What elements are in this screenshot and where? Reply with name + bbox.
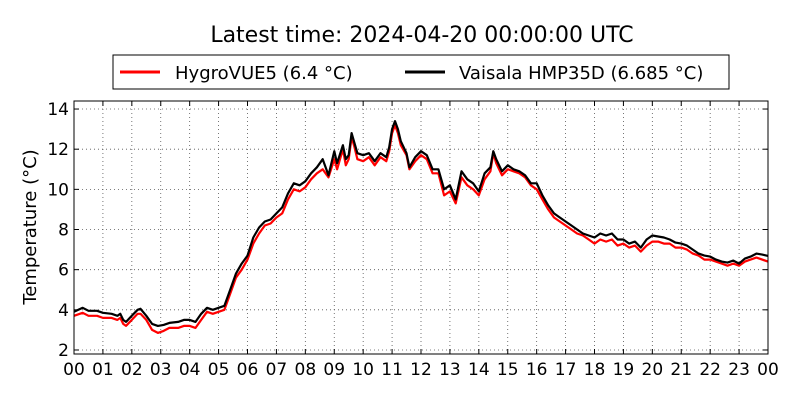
x-tick-label: 18 [584,360,606,380]
x-tick-label: 03 [150,360,172,380]
y-tick-label: 12 [47,140,69,160]
x-tick-label: 07 [266,360,288,380]
x-tick-label: 15 [497,360,519,380]
x-tick-label: 16 [526,360,548,380]
x-tick-label: 10 [352,360,374,380]
x-tick-label: 14 [468,360,490,380]
x-tick-label: 23 [728,360,750,380]
series-layer [73,120,769,334]
grid-lines [73,101,769,354]
y-tick-label: 10 [47,180,69,200]
x-tick-label: 12 [410,360,432,380]
series-line-vaisala-hmp35d [73,120,769,327]
x-tick-label: 05 [208,360,230,380]
y-tick-label: 14 [47,100,69,120]
x-tick-label: 13 [439,360,461,380]
y-axis-label: Temperature (°C) [20,149,41,305]
x-tick-label: 08 [295,360,317,380]
x-tick-label: 00 [757,360,779,380]
x-tick-label: 20 [642,360,664,380]
x-tick-label: 22 [699,360,721,380]
x-tick-label: 11 [381,360,403,380]
y-tick-label: 8 [58,221,69,241]
y-tick-label: 2 [58,341,69,361]
x-tick-label: 17 [555,360,577,380]
plot-frame [73,100,769,355]
legend-label-hygrovue: HygroVUE5 (6.4 °C) [175,63,353,84]
x-tick-label: 09 [323,360,345,380]
legend: HygroVUE5 (6.4 °C) Vaisala HMP35D (6.685… [112,54,730,90]
x-tick-label: 19 [613,360,635,380]
y-tick-label: 6 [58,261,69,281]
y-tick-label: 4 [58,301,69,321]
chart-title: Latest time: 2024-04-20 00:00:00 UTC [210,23,633,48]
x-tick-label: 21 [670,360,692,380]
x-tick-label: 00 [63,360,85,380]
legend-label-vaisala: Vaisala HMP35D (6.685 °C) [459,63,703,84]
axis-ticks: 00 01 02 03 04 05 06 07 08 09 10 11 12 13 14 15 16 17 18 19… [47,100,778,380]
x-tick-label: 04 [179,360,201,380]
x-tick-label: 02 [121,360,143,380]
x-tick-label: 06 [237,360,259,380]
x-tick-label: 01 [92,360,114,380]
